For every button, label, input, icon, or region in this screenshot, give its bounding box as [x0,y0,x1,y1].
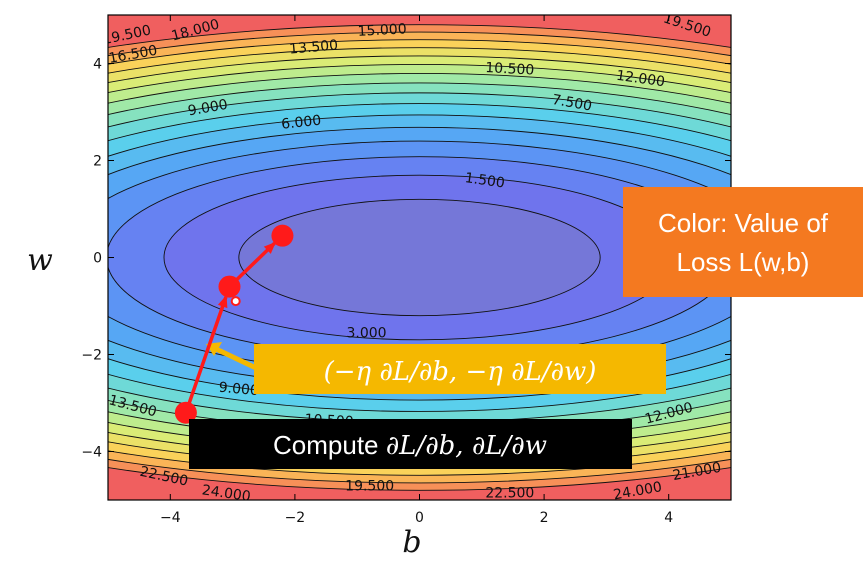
contour-label-text: 15.000 [357,21,407,40]
contour-line [108,24,731,491]
color-legend-line1: Color: Value of [658,208,829,238]
contour-label-text: 24.000 [201,482,252,505]
contour-line [238,198,601,317]
contour-label: 24.000 [201,482,252,505]
update-formula-text: (−η ∂L/∂b, −η ∂L/∂w) [324,357,597,387]
contour-label-text: 19.500 [345,478,394,494]
contour-label: 9.000 [187,97,229,120]
contour-label: 3.000 [346,326,386,342]
contour-label-text: 7.500 [551,92,593,115]
contour-label: 19.500 [345,478,394,494]
x-tick-label: 4 [664,510,673,526]
contour-label-text: 12.000 [615,68,666,91]
gradient-descent-path [174,224,294,424]
compute-math: ∂L/∂b, ∂L/∂w [386,431,547,461]
contour-line [108,31,731,484]
path-arrowhead [263,241,276,254]
axis-ticks: −4 −2 0 2 4 −4 −2 0 2 4 [81,15,731,526]
x-tick-label: 2 [540,510,549,526]
contour-line [108,39,731,476]
contour-label-text: 1.500 [464,170,506,191]
path-segment [184,296,228,414]
y-tick-label: 2 [93,154,102,170]
compute-prefix: Compute [273,430,386,460]
contour-label: 7.500 [551,92,593,115]
contour-label-text: 13.500 [289,37,339,57]
path-point [218,275,241,298]
contour-label: 22.500 [485,486,534,502]
contour-label-text: 9.000 [187,97,229,120]
contour-label-text: 3.000 [346,326,386,342]
contour-label-text: 9.000 [218,380,259,399]
contour-band [238,199,601,316]
path-small-marker [230,296,241,307]
contour-label: 10.500 [485,60,535,79]
y-tick-label: −2 [81,348,102,364]
contour-line [108,114,731,401]
svg-text:Compute ∂L/∂b, ∂L/∂w: Compute ∂L/∂b, ∂L/∂w [273,430,547,461]
contour-label: 13.500 [289,37,339,57]
contour-label-text: 6.000 [280,113,322,133]
color-legend-box: Color: Value of Loss L(w,b) [623,187,863,297]
update-formula-box: (−η ∂L/∂b, −η ∂L/∂w) [254,344,666,394]
contour-label: 9.000 [218,380,259,399]
contour-label: 12.000 [615,68,666,91]
x-tick-label: −4 [160,510,181,526]
contour-label: 15.000 [357,21,407,40]
y-tick-label: 4 [93,57,102,73]
path-point [271,224,294,247]
compute-box: Compute ∂L/∂b, ∂L/∂w [189,419,632,469]
x-axis-label: b [402,525,421,560]
x-tick-label: 0 [415,510,424,526]
contour-line [108,103,731,412]
x-tick-label: −2 [285,510,306,526]
path-arrowhead [217,295,228,309]
contour-label-text: 10.500 [485,60,535,79]
path-point [174,401,197,424]
y-axis-label: w [27,243,53,278]
contour-label: 1.500 [464,170,506,191]
contour-label-text: 22.500 [485,486,534,502]
contour-label: 6.000 [280,113,322,133]
y-tick-label: 0 [93,251,102,267]
color-legend-line2: Loss L(w,b) [677,247,810,277]
y-tick-label: −4 [81,445,102,461]
